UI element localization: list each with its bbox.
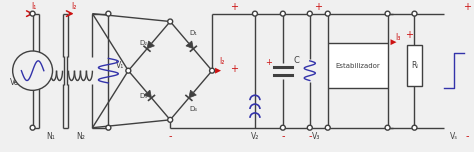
Circle shape xyxy=(253,11,257,16)
Circle shape xyxy=(126,68,131,73)
Text: D₁: D₁ xyxy=(189,30,197,36)
Text: Rₗ: Rₗ xyxy=(411,61,418,70)
Text: V₂: V₂ xyxy=(251,132,259,141)
Text: V₁: V₁ xyxy=(116,61,125,70)
Text: I₂: I₂ xyxy=(219,57,225,66)
Circle shape xyxy=(106,11,111,16)
Text: +: + xyxy=(405,30,413,40)
Text: -: - xyxy=(281,132,284,142)
Text: -: - xyxy=(308,132,311,142)
Circle shape xyxy=(30,125,35,130)
Circle shape xyxy=(412,125,417,130)
Text: D₂: D₂ xyxy=(139,40,147,46)
Circle shape xyxy=(281,11,285,16)
Circle shape xyxy=(168,19,173,24)
Circle shape xyxy=(168,117,173,122)
Text: N₂: N₂ xyxy=(76,132,85,141)
Circle shape xyxy=(13,51,53,90)
Text: -: - xyxy=(168,132,172,142)
Text: +: + xyxy=(463,2,471,12)
Text: C: C xyxy=(294,56,300,65)
Circle shape xyxy=(325,125,330,130)
Polygon shape xyxy=(189,90,196,98)
Bar xyxy=(328,43,388,88)
Circle shape xyxy=(385,11,390,16)
Circle shape xyxy=(307,11,312,16)
Bar xyxy=(407,45,422,86)
Text: V₃: V₃ xyxy=(312,132,320,141)
Text: I₁: I₁ xyxy=(31,2,36,11)
Text: +: + xyxy=(265,58,273,67)
Text: +: + xyxy=(314,2,322,12)
Polygon shape xyxy=(144,90,152,98)
Text: N₁: N₁ xyxy=(46,132,55,141)
Polygon shape xyxy=(186,41,193,49)
Circle shape xyxy=(307,125,312,130)
Text: +: + xyxy=(230,2,238,12)
Text: -: - xyxy=(465,132,469,142)
Text: Ve: Ve xyxy=(10,78,19,87)
Text: I₃: I₃ xyxy=(395,33,400,42)
Text: Estabilizador: Estabilizador xyxy=(335,63,380,69)
Circle shape xyxy=(30,11,35,16)
Circle shape xyxy=(281,125,285,130)
Circle shape xyxy=(385,125,390,130)
Polygon shape xyxy=(391,39,397,45)
Circle shape xyxy=(412,11,417,16)
Circle shape xyxy=(325,11,330,16)
Text: D₄: D₄ xyxy=(189,105,197,112)
Text: +: + xyxy=(230,64,238,74)
Polygon shape xyxy=(147,41,155,49)
Text: Vₛ: Vₛ xyxy=(450,132,458,141)
Text: D₃: D₃ xyxy=(139,93,147,99)
Circle shape xyxy=(210,68,215,73)
Circle shape xyxy=(106,125,111,130)
Polygon shape xyxy=(215,68,221,74)
Text: I₂: I₂ xyxy=(71,2,76,11)
